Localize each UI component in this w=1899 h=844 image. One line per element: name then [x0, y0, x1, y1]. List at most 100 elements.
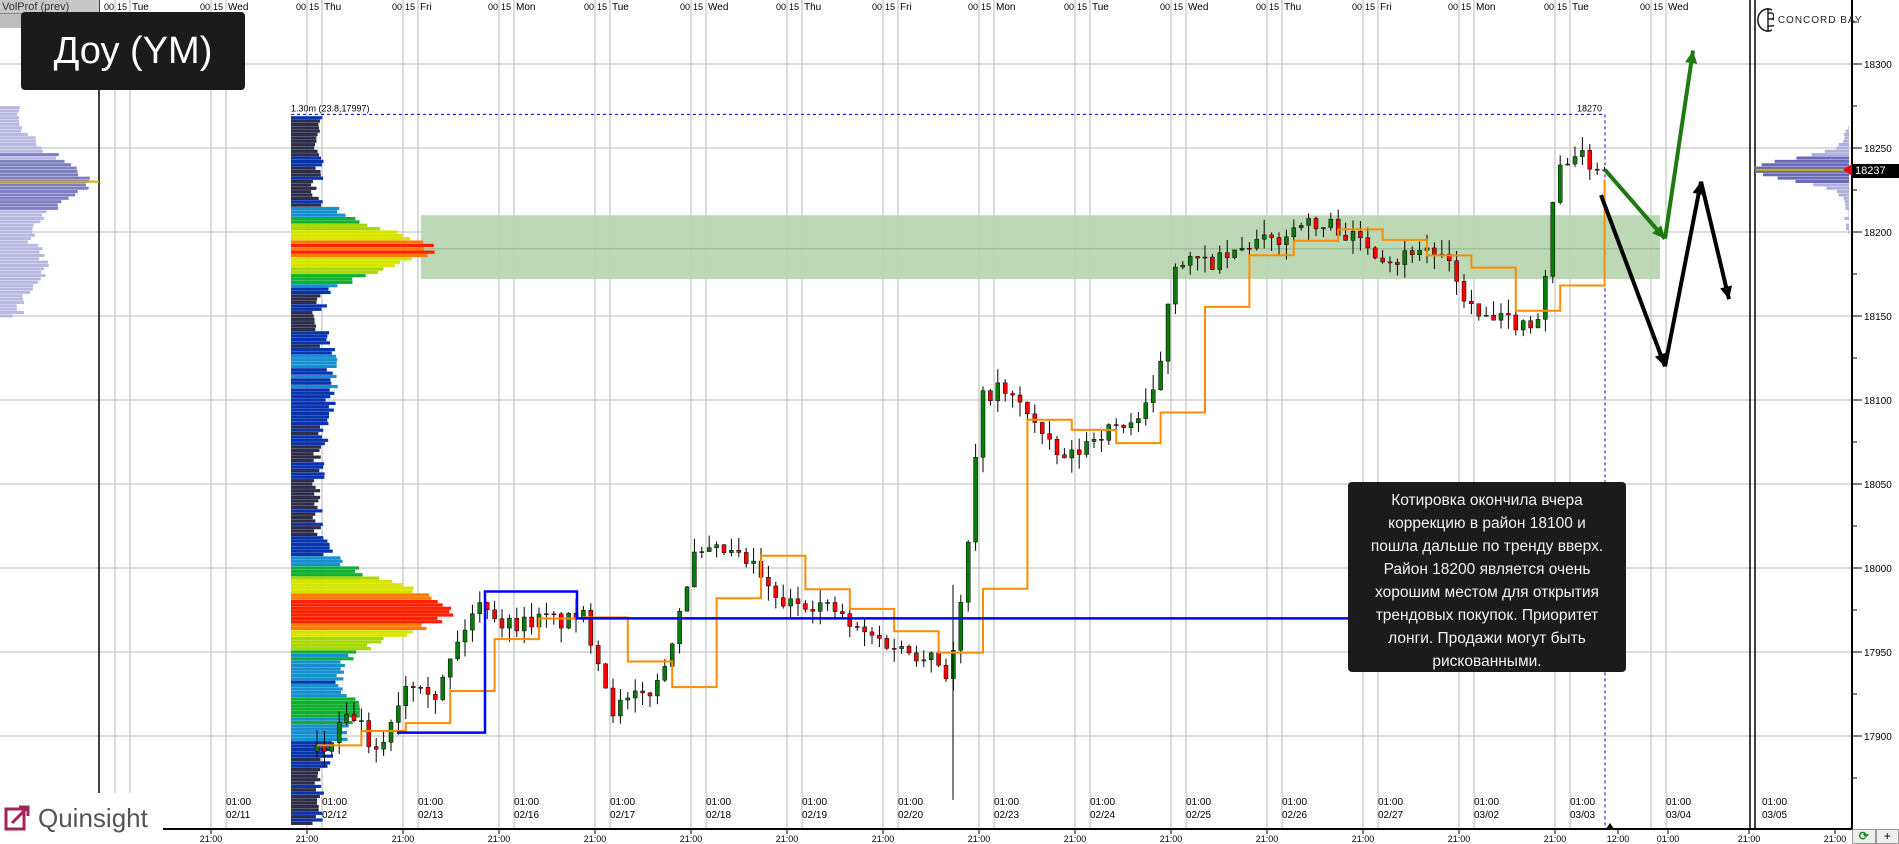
volume-profile-bar: [291, 757, 321, 762]
candle-down: [832, 602, 838, 612]
volume-profile-bar: [291, 798, 317, 802]
candle-down: [1099, 439, 1104, 441]
volume-profile-bar: [291, 529, 315, 533]
volume-profile-bar: [291, 146, 315, 150]
prev-profile-bar: [0, 257, 40, 261]
volume-profile-bar: [291, 694, 347, 698]
volume-profile-bar: [291, 381, 332, 385]
prev-profile-bar: [0, 250, 40, 254]
candle-up: [359, 720, 364, 722]
candle-up: [1069, 449, 1075, 459]
volume-profile-bar: [291, 334, 328, 338]
candle-down: [1002, 382, 1008, 394]
right-profile-bar: [1777, 176, 1849, 180]
volume-profile-bar: [291, 200, 323, 204]
time-axis-label: 21:00: [488, 834, 511, 844]
prev-profile-bar: [0, 304, 17, 308]
top-axis-day-label: Wed: [1668, 2, 1688, 13]
prev-profile-bar: [0, 311, 24, 315]
price-axis-label: 17950: [1864, 648, 1892, 659]
candle-up: [1187, 256, 1193, 266]
top-axis-minute-label: 15: [501, 2, 511, 12]
candle-up: [958, 601, 964, 651]
top-axis-hour-label: 00: [1640, 2, 1650, 12]
volume-profile-bar: [291, 512, 316, 516]
candle-up: [1306, 218, 1311, 226]
scenario-arrow-segment: [1603, 168, 1667, 241]
candle-down: [514, 617, 520, 632]
volume-profile-bar: [291, 633, 408, 637]
candle-up: [1572, 156, 1578, 165]
candle-up: [1284, 236, 1289, 245]
date-label-time: 01:00: [1090, 797, 1115, 808]
candle-up: [1298, 225, 1304, 229]
add-button[interactable]: +: [1875, 829, 1899, 844]
volume-profile-bar: [291, 747, 332, 752]
volume-profile-bar: [291, 250, 435, 254]
top-axis-day-label: Tue: [132, 2, 149, 13]
top-axis-hour-label: 00: [872, 2, 882, 12]
prev-profile-bar: [0, 136, 36, 140]
volume-profile-bar: [291, 163, 322, 167]
candle-up: [1565, 163, 1570, 166]
volume-profile-bar: [291, 741, 332, 745]
volume-profile-bar: [291, 408, 334, 412]
volume-profile-bar: [291, 374, 337, 379]
arrow-head-icon: [1720, 285, 1733, 300]
volume-profile-bar: [291, 247, 424, 251]
top-axis-minute-label: 15: [1461, 2, 1471, 12]
candle-up: [388, 722, 394, 743]
volume-profile-bar: [291, 697, 356, 701]
prev-profile-bar: [0, 129, 22, 133]
candle-down: [1409, 250, 1415, 256]
right-profile-bar: [1838, 143, 1849, 147]
volume-profile-bar: [291, 371, 333, 375]
candle-down: [1017, 394, 1023, 403]
volume-profile-bar: [291, 284, 338, 288]
volume-profile-bar: [291, 351, 332, 355]
candle-up: [618, 699, 623, 717]
candle-down: [1469, 300, 1474, 304]
candle-up: [980, 390, 986, 458]
time-axis-label: 21:00: [1738, 834, 1761, 844]
prev-profile-bar: [0, 119, 20, 123]
date-label-date: 02/26: [1282, 810, 1307, 821]
candle-up: [1173, 266, 1178, 305]
volume-profile-bar: [291, 116, 323, 120]
candle-down: [647, 692, 653, 697]
volume-profile-bar: [291, 610, 450, 614]
volume-profile-bar: [291, 734, 339, 738]
volume-profile-bar: [291, 808, 319, 812]
prev-profile-bar: [0, 153, 59, 157]
refresh-button[interactable]: ⟳: [1852, 829, 1876, 844]
volume-profile-bar: [291, 677, 344, 681]
candle-up: [729, 550, 734, 553]
candle-down: [558, 613, 564, 629]
candle-up: [462, 629, 468, 643]
candle-up: [973, 457, 978, 543]
volume-profile-bar: [291, 169, 321, 174]
date-label-date: 02/13: [418, 810, 443, 821]
volume-profile-bar: [291, 176, 324, 180]
top-axis-minute-label: 15: [1653, 2, 1663, 12]
top-axis-minute-label: 15: [405, 2, 415, 12]
volume-profile-bar: [291, 425, 320, 429]
volume-profile-bar: [291, 556, 341, 560]
volume-profile-bar: [291, 660, 341, 664]
time-axis-label: 21:00: [1544, 834, 1567, 844]
annotation-line: Район 18200 является очень: [1383, 561, 1591, 578]
candle-up: [507, 617, 512, 629]
candle-down: [588, 610, 594, 646]
candle-down: [1343, 234, 1348, 241]
volume-profile-bar: [291, 267, 384, 271]
volume-profile-bar: [291, 317, 315, 321]
volume-profile-bar: [291, 270, 378, 274]
candle-down: [810, 609, 816, 612]
candle-down: [529, 616, 534, 628]
right-profile-bar: [1763, 173, 1849, 177]
candle-down: [1062, 454, 1067, 459]
candle-down: [1054, 438, 1060, 455]
volume-profile-bar: [291, 778, 321, 782]
prev-profile-bar: [0, 186, 89, 190]
